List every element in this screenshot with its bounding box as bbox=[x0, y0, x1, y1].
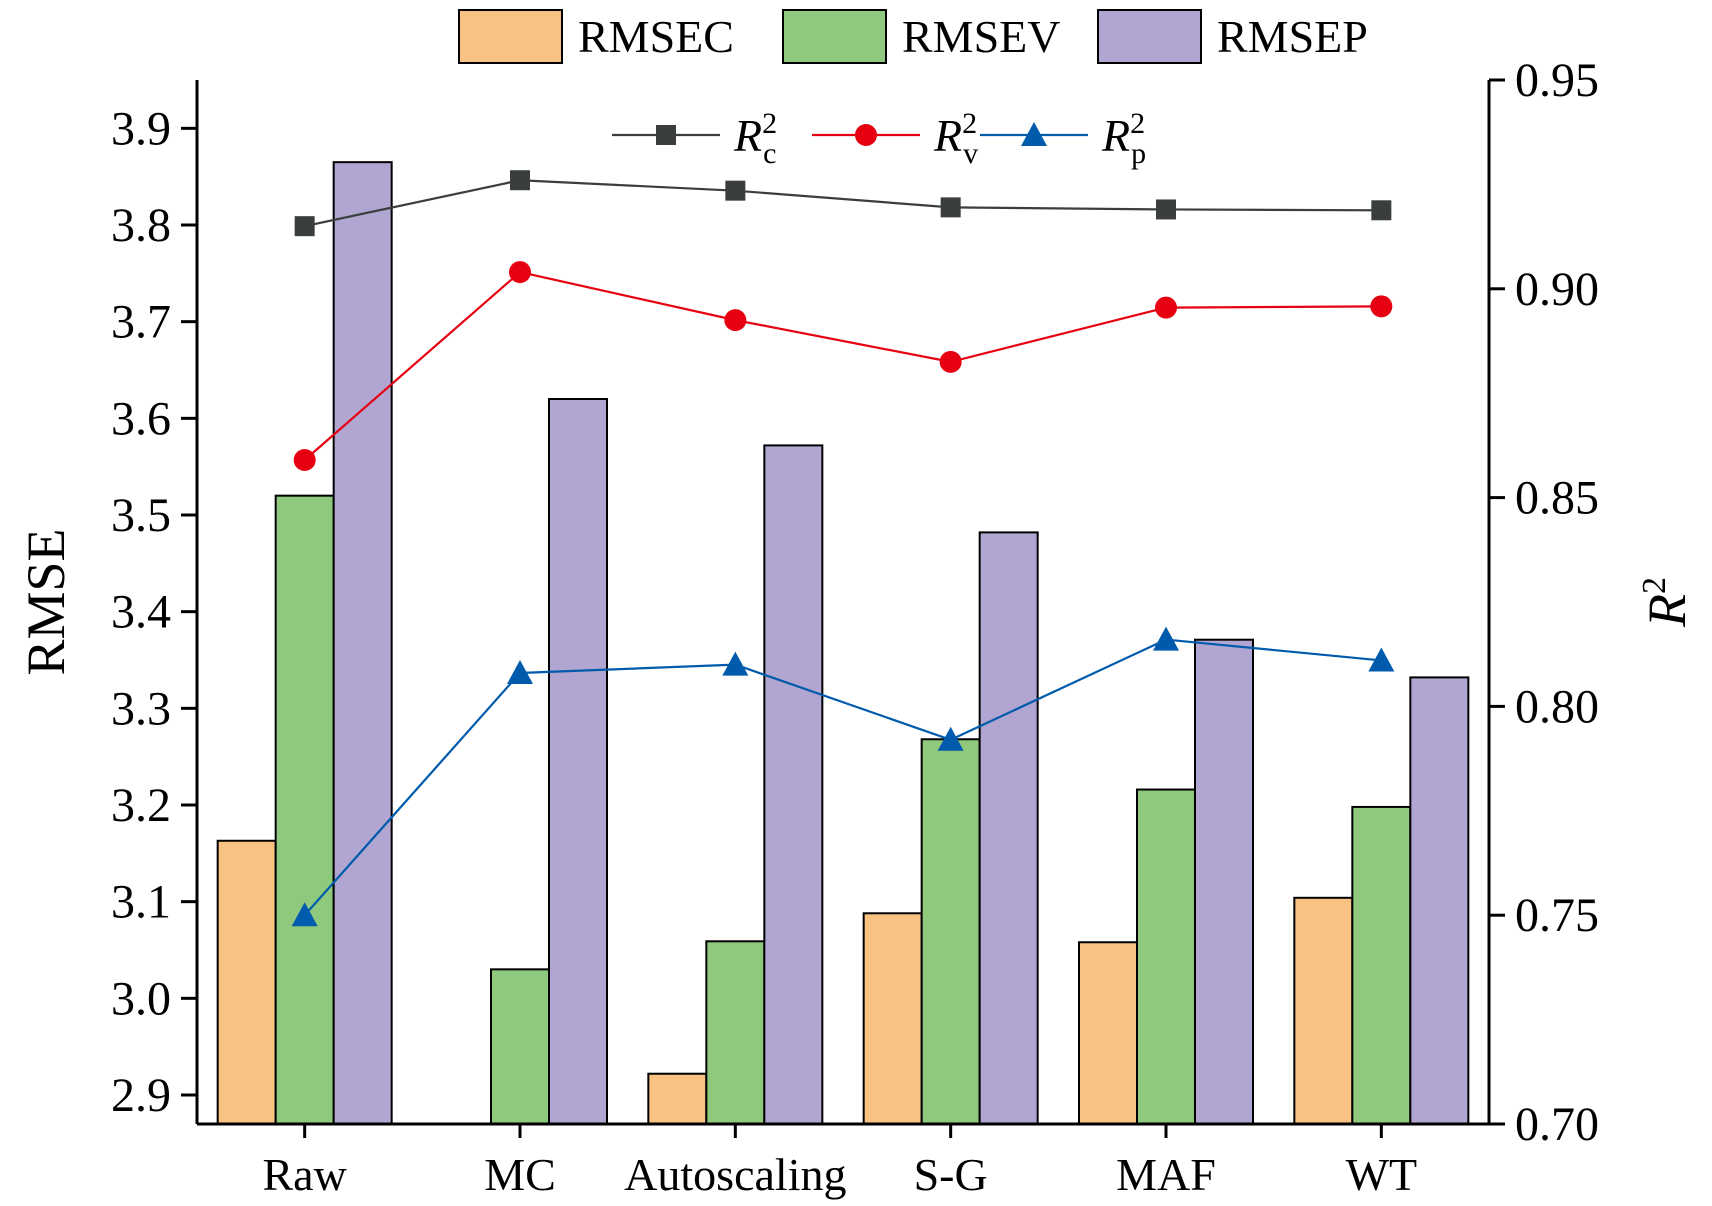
x-tick-label: MAF bbox=[1116, 1149, 1216, 1200]
y-tick-label: 3.0 bbox=[111, 972, 171, 1025]
x-tick-label: Raw bbox=[263, 1149, 348, 1200]
x-tick-label: Autoscaling bbox=[624, 1149, 846, 1200]
bar-rmsec-3 bbox=[862, 912, 923, 1125]
legend-label-r2p: R2 p bbox=[1101, 107, 1146, 170]
y-tick-label: 3.1 bbox=[111, 876, 171, 929]
legend-marker-r2p bbox=[1021, 122, 1047, 146]
marker-r2v-1 bbox=[509, 261, 531, 284]
marker-r2v-3 bbox=[939, 350, 962, 373]
y2-tick-label: 0.90 bbox=[1515, 263, 1599, 316]
y-tick-label: 3.2 bbox=[111, 779, 171, 832]
y-tick-label: 3.5 bbox=[111, 489, 171, 542]
bar-rmsec-5 bbox=[1293, 896, 1354, 1125]
y2-axis-title-base: R bbox=[1637, 594, 1697, 628]
x-tick-label: MC bbox=[484, 1149, 556, 1200]
marker-r2p-2 bbox=[722, 651, 749, 676]
legend-label-sub: v bbox=[963, 137, 978, 170]
marker-r2p-0 bbox=[291, 902, 318, 927]
marker-r2v-2 bbox=[724, 309, 747, 332]
legend-label-sup: 2 bbox=[962, 107, 977, 140]
line-r2c bbox=[304, 179, 1382, 228]
marker-r2p-4 bbox=[1153, 626, 1179, 651]
bar-rmsep-3 bbox=[978, 531, 1039, 1125]
marker-r2c-2 bbox=[725, 180, 746, 201]
y-tick-label: 3.8 bbox=[111, 199, 171, 252]
marker-r2c-4 bbox=[1156, 199, 1176, 220]
y-tick-label: 2.9 bbox=[111, 1069, 171, 1122]
marker-r2c-0 bbox=[294, 216, 315, 237]
y-tick-label: 3.7 bbox=[111, 296, 171, 349]
bar-rmsev-4 bbox=[1136, 788, 1196, 1125]
bar-rmsec-4 bbox=[1078, 941, 1138, 1125]
y2-tick-label: 0.95 bbox=[1515, 54, 1599, 107]
legend-label-base: R bbox=[733, 110, 762, 161]
legend-marker-r2c bbox=[656, 125, 676, 145]
legend-swatch-rmsec bbox=[458, 9, 563, 64]
bar-rmsev-2 bbox=[705, 940, 766, 1125]
y-tick-label: 3.9 bbox=[111, 102, 171, 155]
legend-label-base: R bbox=[933, 110, 962, 161]
legend-label-base: R bbox=[1101, 110, 1130, 161]
legend-label-r2v: R2 v bbox=[933, 107, 978, 170]
marker-r2c-1 bbox=[510, 170, 530, 191]
bar-rmsev-5 bbox=[1351, 805, 1412, 1126]
bar-rmsec-0 bbox=[216, 839, 277, 1125]
line-r2v bbox=[303, 270, 1382, 461]
marker-r2p-5 bbox=[1368, 647, 1395, 672]
y2-axis-title-sup: 2 bbox=[1636, 577, 1673, 594]
y-tick-label: 3.3 bbox=[111, 682, 171, 735]
bar-rmsep-5 bbox=[1409, 676, 1470, 1126]
legend-marker-r2v bbox=[855, 124, 877, 146]
legend-label-r2c: R2 c bbox=[733, 107, 777, 170]
y2-tick-label: 0.80 bbox=[1515, 680, 1599, 733]
y-tick-label: 3.4 bbox=[111, 586, 171, 639]
x-tick-label: WT bbox=[1346, 1149, 1418, 1200]
legend-label-sub: p bbox=[1131, 137, 1146, 170]
y2-axis-title: R2 bbox=[1636, 577, 1697, 628]
y-axis-title: RMSE bbox=[16, 528, 76, 675]
bar-rmsev-1 bbox=[490, 968, 550, 1125]
marker-r2v-5 bbox=[1370, 295, 1393, 318]
bar-rmsep-0 bbox=[332, 161, 393, 1125]
bar-rmsep-1 bbox=[548, 398, 608, 1125]
legend-label-sub: c bbox=[763, 137, 776, 170]
bar-rmsep-2 bbox=[763, 444, 824, 1125]
legend-label-sup: 2 bbox=[1130, 107, 1145, 140]
marker-r2v-4 bbox=[1155, 296, 1177, 319]
legend-label-rmsev: RMSEV bbox=[902, 11, 1060, 62]
marker-r2c-5 bbox=[1371, 200, 1392, 221]
marker-r2p-3 bbox=[937, 726, 964, 751]
legend-swatch-rmsep bbox=[1097, 9, 1202, 64]
bar-rmsev-0 bbox=[274, 494, 335, 1125]
legend-label-rmsep: RMSEP bbox=[1217, 11, 1368, 62]
legend-label-sup: 2 bbox=[762, 107, 777, 140]
line-r2p bbox=[303, 638, 1382, 916]
legend-swatch-rmsev bbox=[782, 9, 887, 64]
y2-tick-label: 0.85 bbox=[1515, 472, 1599, 525]
bar-rmsec-2 bbox=[647, 1072, 708, 1125]
bar-rmsev-3 bbox=[920, 738, 981, 1125]
y2-tick-label: 0.70 bbox=[1515, 1098, 1599, 1151]
marker-r2v-0 bbox=[293, 449, 316, 472]
x-tick-label: S-G bbox=[914, 1149, 988, 1200]
bar-rmsep-4 bbox=[1194, 638, 1254, 1125]
y2-tick-label: 0.75 bbox=[1515, 889, 1599, 942]
y-tick-label: 3.6 bbox=[111, 392, 171, 445]
marker-r2p-1 bbox=[507, 659, 533, 684]
marker-r2c-3 bbox=[940, 197, 961, 218]
legend-label-rmsec: RMSEC bbox=[578, 11, 734, 62]
